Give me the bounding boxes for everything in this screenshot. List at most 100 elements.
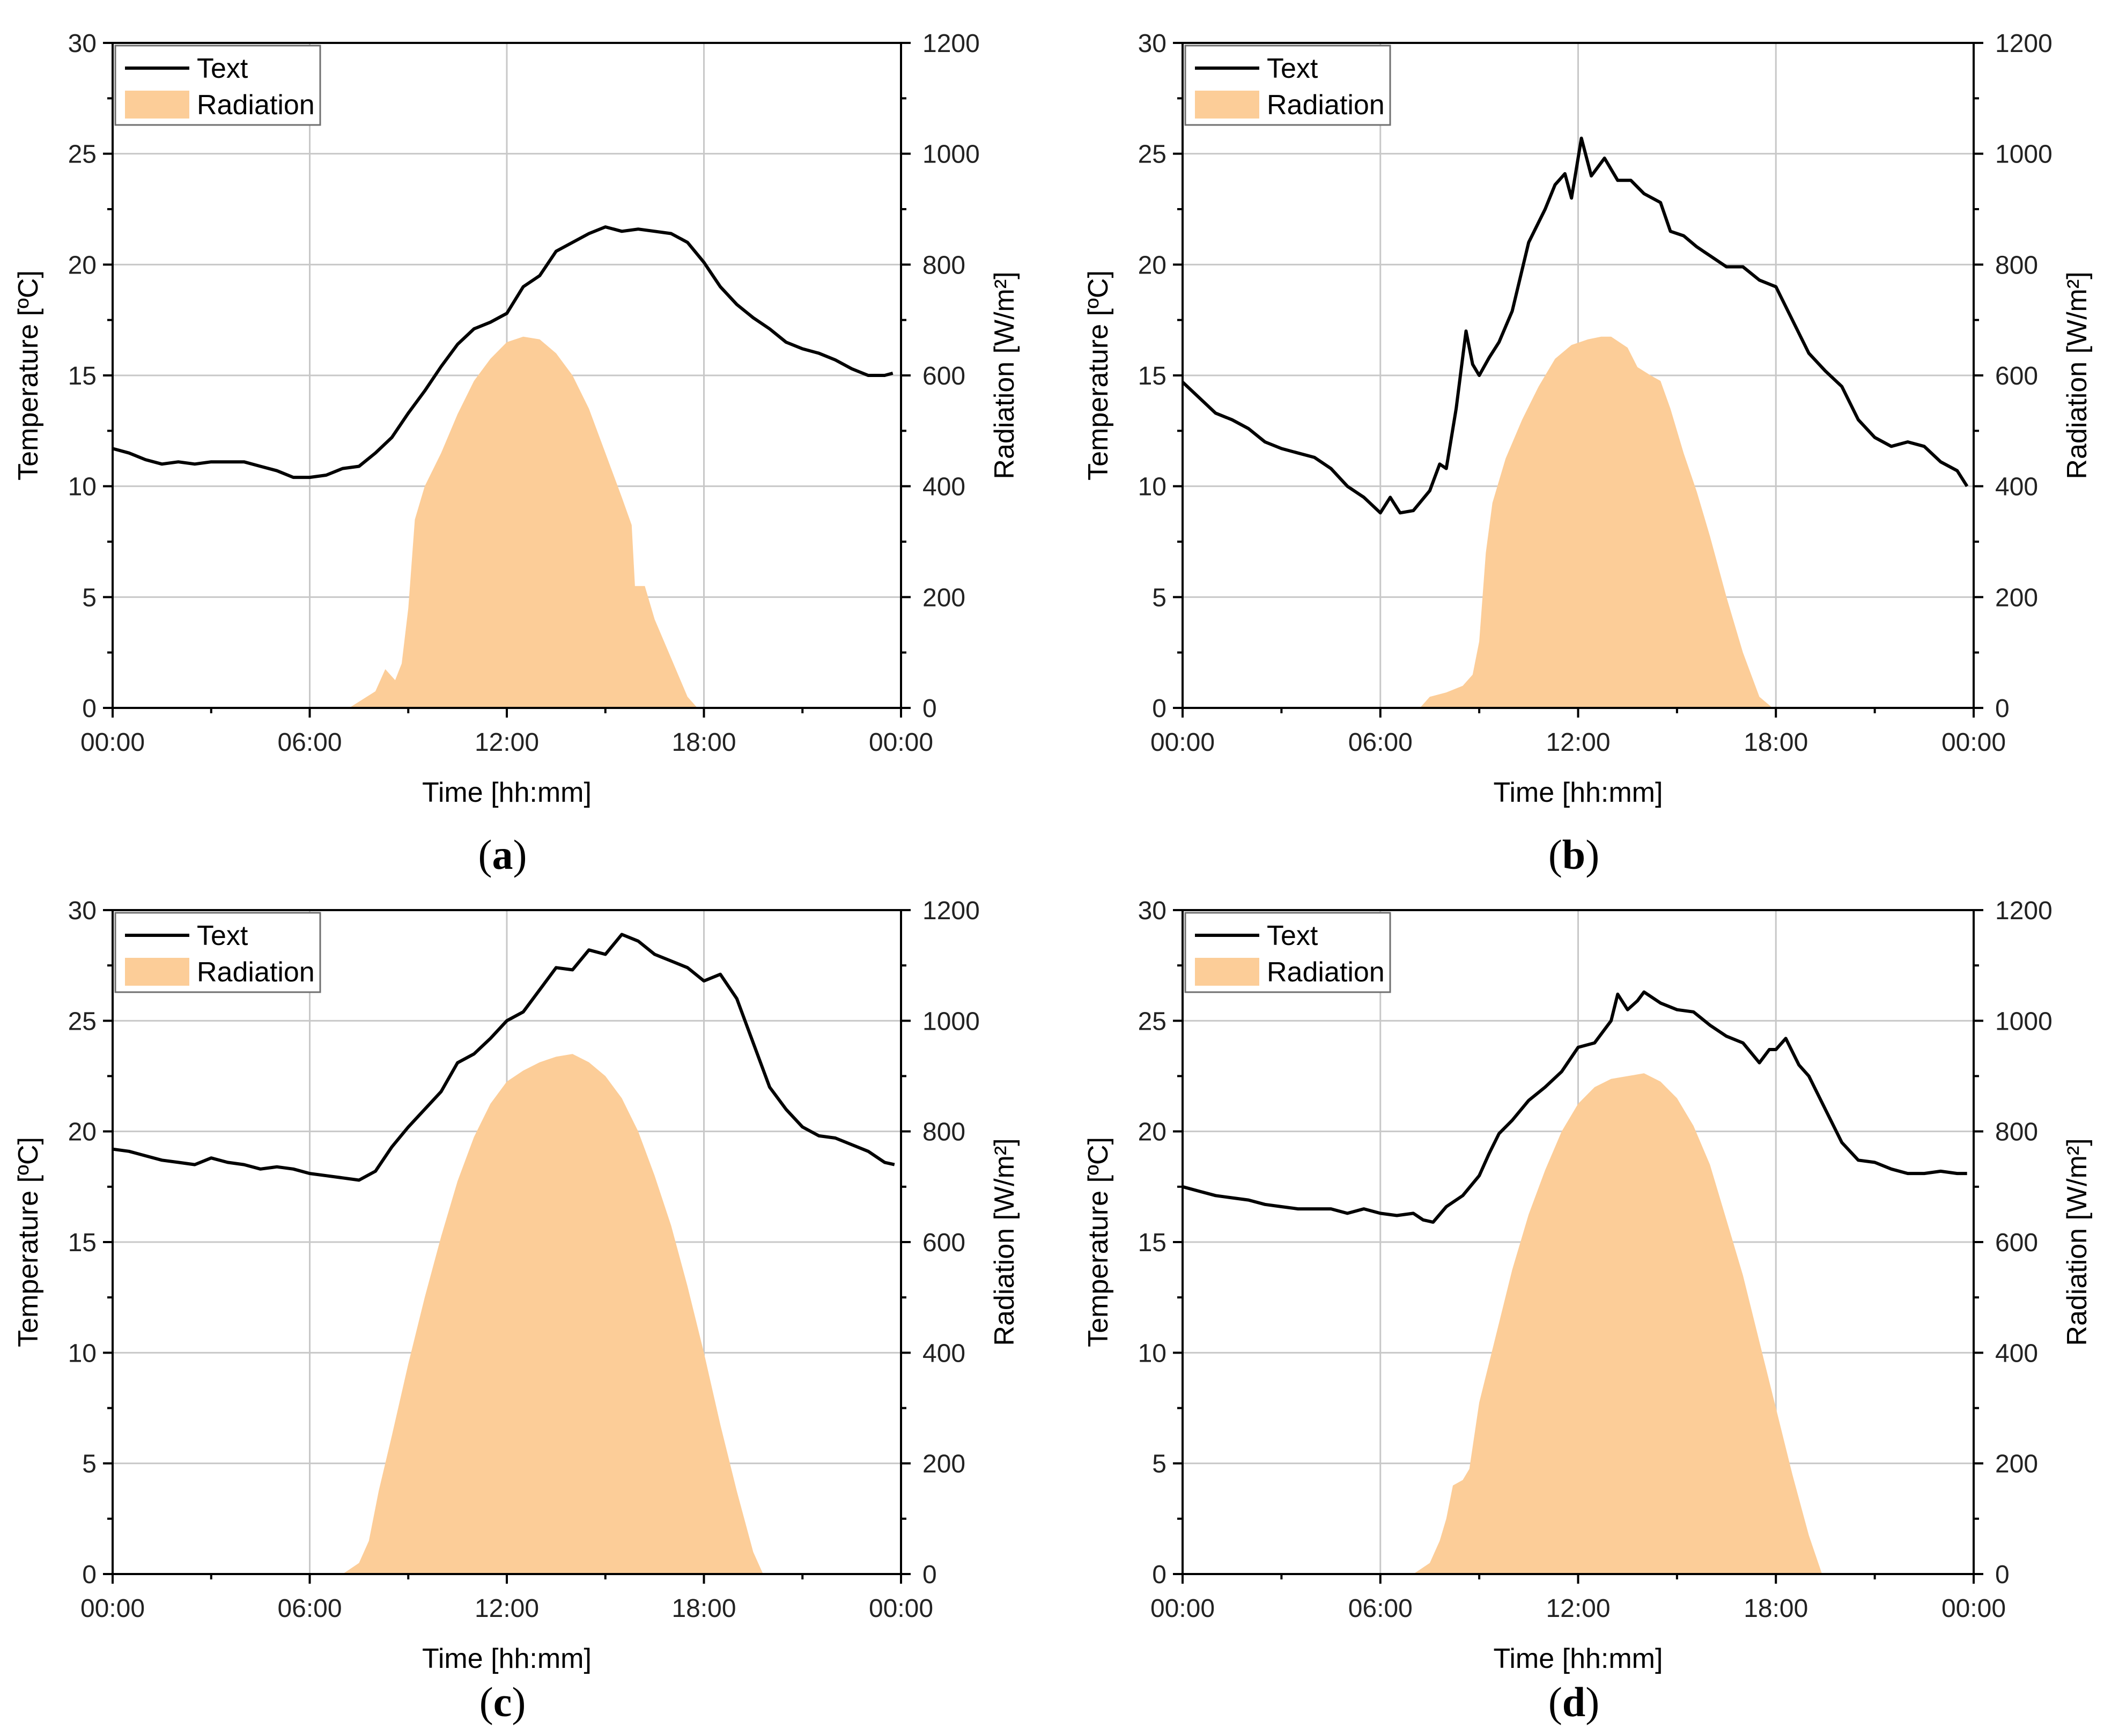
legend: Text Radiation — [114, 45, 321, 126]
legend: Text Radiation — [1184, 45, 1391, 126]
y-tick-label: 25 — [68, 1007, 97, 1036]
legend-label-text: Text — [1267, 53, 1318, 84]
y-tick-label: 0 — [82, 695, 97, 723]
y-tick-label: 0 — [1152, 695, 1166, 723]
y2-tick-label: 600 — [1995, 362, 2038, 390]
y2-tick-label: 400 — [922, 473, 965, 501]
y-tick-label: 0 — [1152, 1561, 1166, 1589]
y-tick-label: 10 — [68, 1339, 97, 1368]
x-tick-label: 00:00 — [1941, 728, 2006, 757]
legend-label-text: Text — [197, 53, 248, 84]
x-tick-label: 00:00 — [80, 728, 145, 757]
panel-letter-a: (a) — [478, 831, 527, 878]
y-tick-label: 20 — [68, 1118, 97, 1147]
x-tick-label: 18:00 — [671, 728, 736, 757]
y-tick-label: 25 — [68, 141, 97, 169]
y-axis-title: Temperature [ºC] — [13, 270, 44, 481]
y-tick-label: 25 — [1138, 1007, 1166, 1036]
y-tick-label: 30 — [1138, 29, 1166, 58]
x-tick-label: 12:00 — [1546, 728, 1610, 757]
y2-tick-label: 1200 — [922, 29, 980, 58]
x-tick-label: 00:00 — [869, 1594, 933, 1623]
y2-tick-label: 1200 — [1995, 897, 2052, 925]
y-tick-label: 15 — [68, 362, 97, 390]
y2-tick-label: 600 — [922, 1229, 965, 1257]
x-tick-label: 18:00 — [1744, 1594, 1808, 1623]
y-tick-label: 30 — [68, 29, 97, 58]
y-tick-label: 5 — [82, 1450, 97, 1479]
x-axis-title: Time [hh:mm] — [1494, 1643, 1663, 1674]
y2-tick-label: 800 — [922, 1118, 965, 1147]
x-tick-label: 12:00 — [1546, 1594, 1610, 1623]
y2-axis-title: Radiation [W/m²] — [2062, 1138, 2093, 1346]
y2-tick-label: 200 — [922, 583, 965, 612]
y2-tick-label: 400 — [1995, 473, 2038, 501]
y2-tick-label: 600 — [1995, 1229, 2038, 1257]
y2-tick-label: 1200 — [1995, 29, 2052, 58]
y2-tick-label: 1200 — [922, 897, 980, 925]
y-tick-label: 5 — [82, 583, 97, 612]
y-tick-label: 25 — [1138, 141, 1166, 169]
radiation-area — [1413, 1073, 1822, 1574]
legend: Text Radiation — [1184, 912, 1391, 993]
y-tick-label: 5 — [1152, 1450, 1166, 1479]
y2-axis-title: Radiation [W/m²] — [989, 271, 1020, 479]
legend-label-radiation: Radiation — [197, 957, 315, 988]
x-tick-label: 06:00 — [277, 728, 342, 757]
chart-panel-b: 00:00 06:00 12:00 18:00 00:00 0 5 10 15 20 25 30 0 20… — [1083, 29, 2093, 878]
y-tick-label: 10 — [1138, 1339, 1166, 1368]
legend-area-swatch — [1195, 91, 1259, 119]
x-axis-title: Time [hh:mm] — [422, 777, 592, 808]
x-tick-label: 00:00 — [1150, 728, 1215, 757]
legend-area-swatch — [1195, 958, 1259, 986]
legend-area-swatch — [125, 91, 189, 119]
y2-tick-label: 200 — [1995, 583, 2038, 612]
y2-tick-label: 1000 — [1995, 141, 2052, 169]
legend: Text Radiation — [114, 912, 321, 993]
legend-label-radiation: Radiation — [197, 90, 315, 121]
legend-label-radiation: Radiation — [1267, 957, 1385, 988]
y2-tick-label: 0 — [1995, 1561, 2010, 1589]
legend-label-text: Text — [1267, 920, 1318, 951]
temperature-line — [112, 225, 894, 479]
x-axis-title: Time [hh:mm] — [1494, 777, 1663, 808]
x-tick-label: 12:00 — [475, 1594, 539, 1623]
y2-tick-label: 400 — [1995, 1339, 2038, 1368]
radiation-area — [342, 1054, 763, 1574]
y2-tick-label: 400 — [922, 1339, 965, 1368]
temperature-line — [1181, 136, 1969, 515]
radiation-area — [1420, 336, 1773, 708]
temperature-line — [112, 933, 895, 1182]
y2-tick-label: 0 — [922, 695, 937, 723]
x-tick-label: 06:00 — [277, 1594, 342, 1623]
y2-tick-label: 200 — [1995, 1450, 2038, 1479]
y2-tick-label: 0 — [1995, 695, 2010, 723]
y-tick-label: 15 — [1138, 1229, 1166, 1257]
y2-axis-title: Radiation [W/m²] — [989, 1138, 1020, 1346]
y2-tick-label: 0 — [922, 1561, 937, 1589]
y-tick-label: 20 — [1138, 251, 1166, 279]
y2-tick-label: 1000 — [1995, 1007, 2052, 1036]
y-tick-label: 30 — [1138, 897, 1166, 925]
legend-area-swatch — [125, 958, 189, 986]
x-tick-label: 18:00 — [1744, 728, 1808, 757]
chart-panel-c: 00:00 06:00 12:00 18:00 00:00 0 5 10 15 20 25 30 0 20… — [13, 897, 1020, 1725]
y-tick-label: 20 — [1138, 1118, 1166, 1147]
y2-tick-label: 1000 — [922, 141, 980, 169]
y2-tick-label: 800 — [1995, 1118, 2038, 1147]
panel-letter-b: (b) — [1548, 831, 1599, 878]
y-axis-title: Temperature [ºC] — [1083, 1137, 1114, 1347]
x-tick-label: 18:00 — [671, 1594, 736, 1623]
y-tick-label: 0 — [82, 1561, 97, 1589]
x-axis-title: Time [hh:mm] — [422, 1643, 592, 1674]
x-tick-label: 00:00 — [1150, 1594, 1215, 1623]
y2-tick-label: 600 — [922, 362, 965, 390]
legend-label-radiation: Radiation — [1267, 90, 1385, 121]
x-tick-label: 06:00 — [1348, 1594, 1413, 1623]
x-tick-label: 12:00 — [475, 728, 539, 757]
y-tick-label: 30 — [68, 897, 97, 925]
y-tick-label: 15 — [68, 1229, 97, 1257]
x-tick-label: 00:00 — [1941, 1594, 2006, 1623]
